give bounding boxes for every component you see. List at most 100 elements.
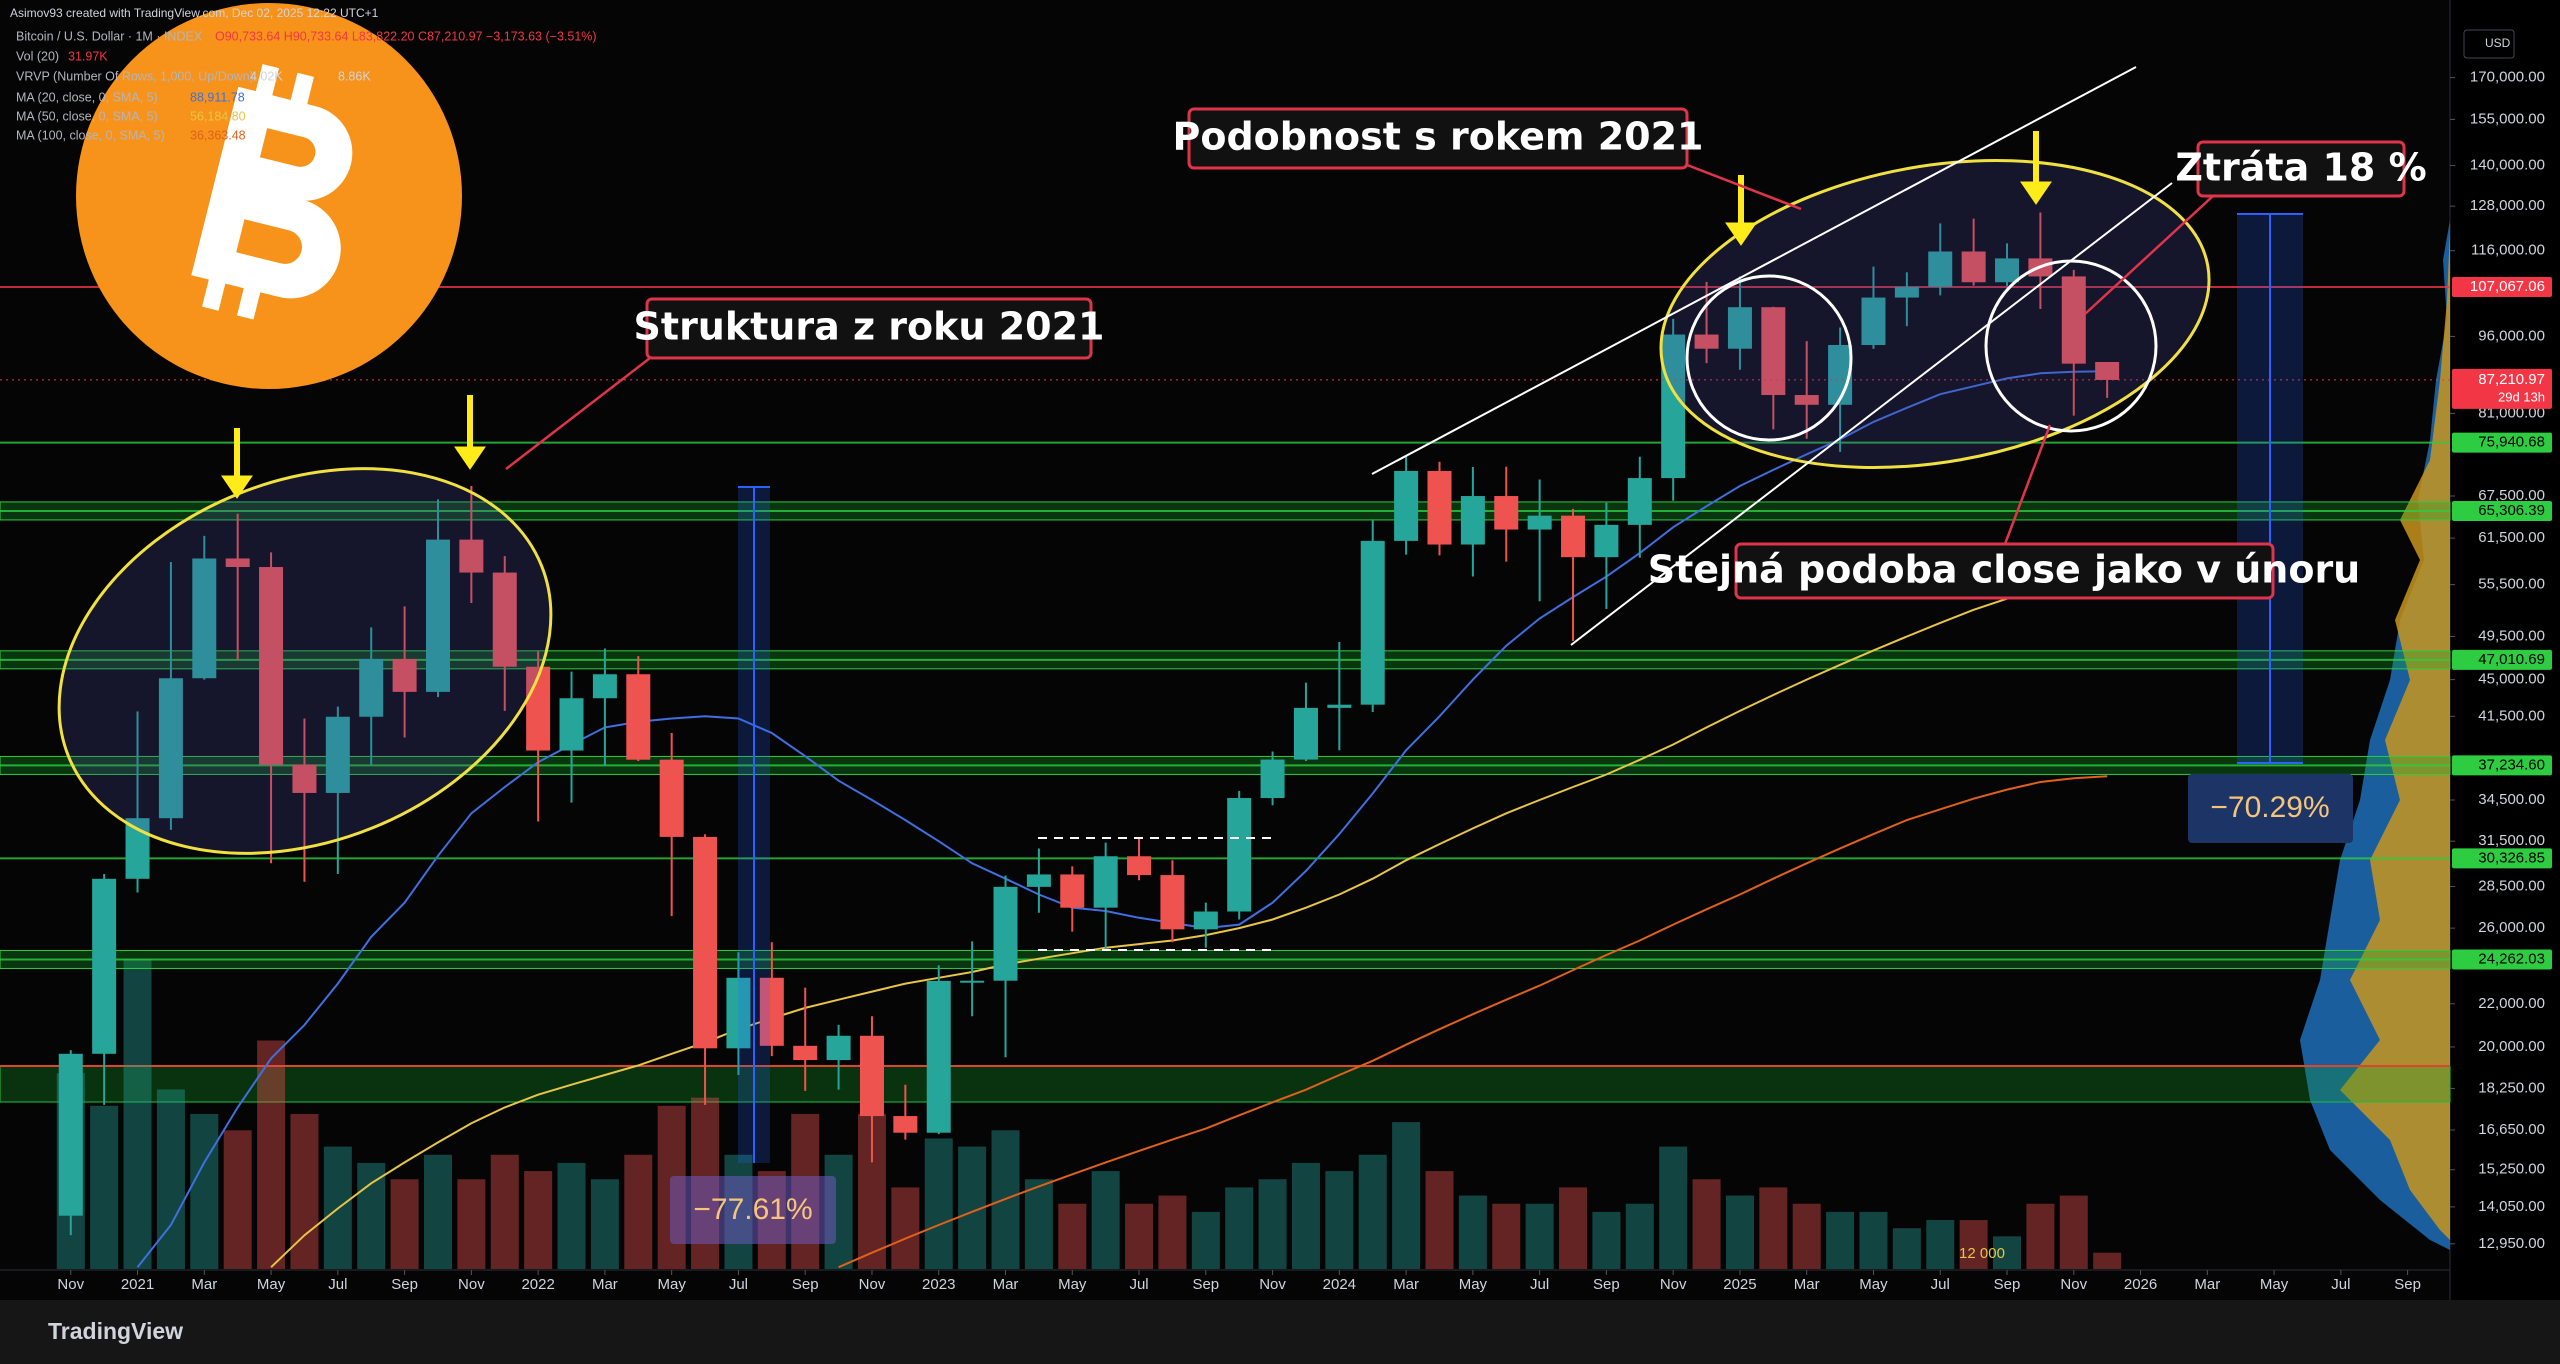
candle-body xyxy=(993,886,1018,981)
x-tick-label: Nov xyxy=(458,1276,485,1293)
y-tick-label: 128,000.00 xyxy=(2470,197,2545,214)
volume-bar xyxy=(557,1162,586,1269)
annotation-box xyxy=(2196,140,2406,198)
y-tick-label: 22,000.00 xyxy=(2478,995,2545,1012)
x-tick-label: May xyxy=(1459,1276,1488,1293)
header-credit: Asimov93 created with TradingView.com, D… xyxy=(10,6,379,20)
measure-label-box xyxy=(2188,774,2353,843)
chart-layers xyxy=(0,212,2451,1269)
x-tick-label: Mar xyxy=(191,1276,217,1293)
moving-average-line xyxy=(270,578,2108,1268)
currency-label: USD xyxy=(2485,36,2511,50)
candle-body xyxy=(893,1116,918,1133)
volume-bar xyxy=(1892,1228,1921,1269)
volume-bar xyxy=(1959,1220,1988,1269)
volume-bar xyxy=(524,1171,553,1269)
candle-body xyxy=(859,1035,884,1117)
candle-body xyxy=(793,1045,818,1061)
legend-volume-value: 31.97K xyxy=(68,49,108,63)
y-tick-label: 14,050.00 xyxy=(2478,1198,2545,1215)
candle-body xyxy=(659,759,684,837)
connectors xyxy=(505,161,2214,545)
x-tick-label: 2024 xyxy=(1323,1276,1356,1293)
y-tick-label: 28,500.00 xyxy=(2478,877,2545,894)
volume-bar xyxy=(223,1130,252,1269)
candle-body xyxy=(1661,334,1686,479)
annotation-box xyxy=(645,297,1093,360)
candle-body xyxy=(1460,496,1485,545)
candle-body xyxy=(2061,276,2086,364)
candle-body xyxy=(1794,395,1819,405)
x-tick-label: 2026 xyxy=(2124,1276,2157,1293)
candle-body xyxy=(1060,874,1085,908)
candle-body xyxy=(1694,334,1719,349)
logo-part xyxy=(255,64,280,98)
volume-bar xyxy=(624,1154,653,1269)
volume-bar xyxy=(2059,1195,2088,1269)
legend-ma-name: MA (20, close, 0, SMA, 5) xyxy=(16,90,158,104)
annotation-box xyxy=(1734,542,2275,600)
volume-bar xyxy=(1058,1203,1087,1269)
logo-part xyxy=(202,277,226,311)
candle-body xyxy=(92,878,117,1054)
x-tick-label: Jul xyxy=(1931,1276,1950,1293)
candle-body xyxy=(1527,515,1552,530)
volume-bar xyxy=(123,958,152,1269)
bitcoin-logo xyxy=(76,3,462,389)
logo-glyph xyxy=(191,64,353,320)
x-tick-label: Nov xyxy=(1259,1276,1286,1293)
last-price-label: 87,210.97 xyxy=(2478,371,2545,388)
candle-body xyxy=(292,764,317,793)
x-tick-label: May xyxy=(657,1276,686,1293)
volume-bar xyxy=(1392,1122,1421,1269)
footer-logo: TradingView xyxy=(48,1318,183,1344)
candle-body xyxy=(926,980,951,1133)
legend-ma-value: 88,911.78 xyxy=(190,90,245,104)
legend-ma-name: MA (100, close, 0, SMA, 5) xyxy=(16,128,165,142)
y-tick-label: 15,250.00 xyxy=(2478,1161,2545,1178)
y-tick-label: 34,500.00 xyxy=(2478,791,2545,808)
volume-bar xyxy=(1258,1179,1287,1269)
volume-bar xyxy=(1458,1195,1487,1269)
volume-bar xyxy=(1659,1146,1688,1269)
y-tick-label: 26,000.00 xyxy=(2478,919,2545,936)
volume-bar xyxy=(924,1138,953,1269)
level-label-box xyxy=(2452,432,2552,453)
x-tick-label: Mar xyxy=(2194,1276,2220,1293)
volume-bar xyxy=(457,1179,486,1269)
candle-body xyxy=(1160,875,1185,930)
annotation: Podobnost s rokem 2021 xyxy=(1173,115,1704,159)
currency-button[interactable] xyxy=(2463,29,2515,59)
x-tick-label: Jul xyxy=(729,1276,748,1293)
candle-body xyxy=(1293,707,1318,760)
y-tick-label: 45,000.00 xyxy=(2478,671,2545,688)
candle-body xyxy=(726,977,751,1049)
annotation: Ztráta 18 % xyxy=(2175,146,2426,190)
level-label: 47,010.69 xyxy=(2478,651,2545,668)
logo-part xyxy=(236,286,261,320)
candle-body xyxy=(1394,470,1419,541)
candle-body xyxy=(1861,297,1886,346)
annotation: Struktura z roku 2021 xyxy=(634,305,1105,349)
candle-body xyxy=(492,572,517,667)
candle-body xyxy=(1727,307,1752,349)
x-tick-label: Sep xyxy=(792,1276,819,1293)
connector xyxy=(1681,161,1802,211)
x-tick-label: Mar xyxy=(993,1276,1019,1293)
x-tick-label: Nov xyxy=(57,1276,84,1293)
level-label: 30,326.85 xyxy=(2478,849,2545,866)
candle-body xyxy=(58,1053,83,1216)
candle-body xyxy=(759,977,784,1046)
x-tick-label: May xyxy=(2260,1276,2289,1293)
level-label: 75,940.68 xyxy=(2478,434,2545,451)
x-tick-label: May xyxy=(257,1276,286,1293)
x-tick-label: Sep xyxy=(391,1276,418,1293)
legend-vrvp-value: 4.02K xyxy=(250,69,283,83)
connector xyxy=(505,357,651,470)
measure-label: −70.29% xyxy=(2210,791,2329,824)
candle-body xyxy=(1260,759,1285,799)
trend-line xyxy=(1570,182,2173,646)
volume-bar xyxy=(1325,1171,1354,1269)
y-tick-label: 170,000.00 xyxy=(2470,69,2545,86)
